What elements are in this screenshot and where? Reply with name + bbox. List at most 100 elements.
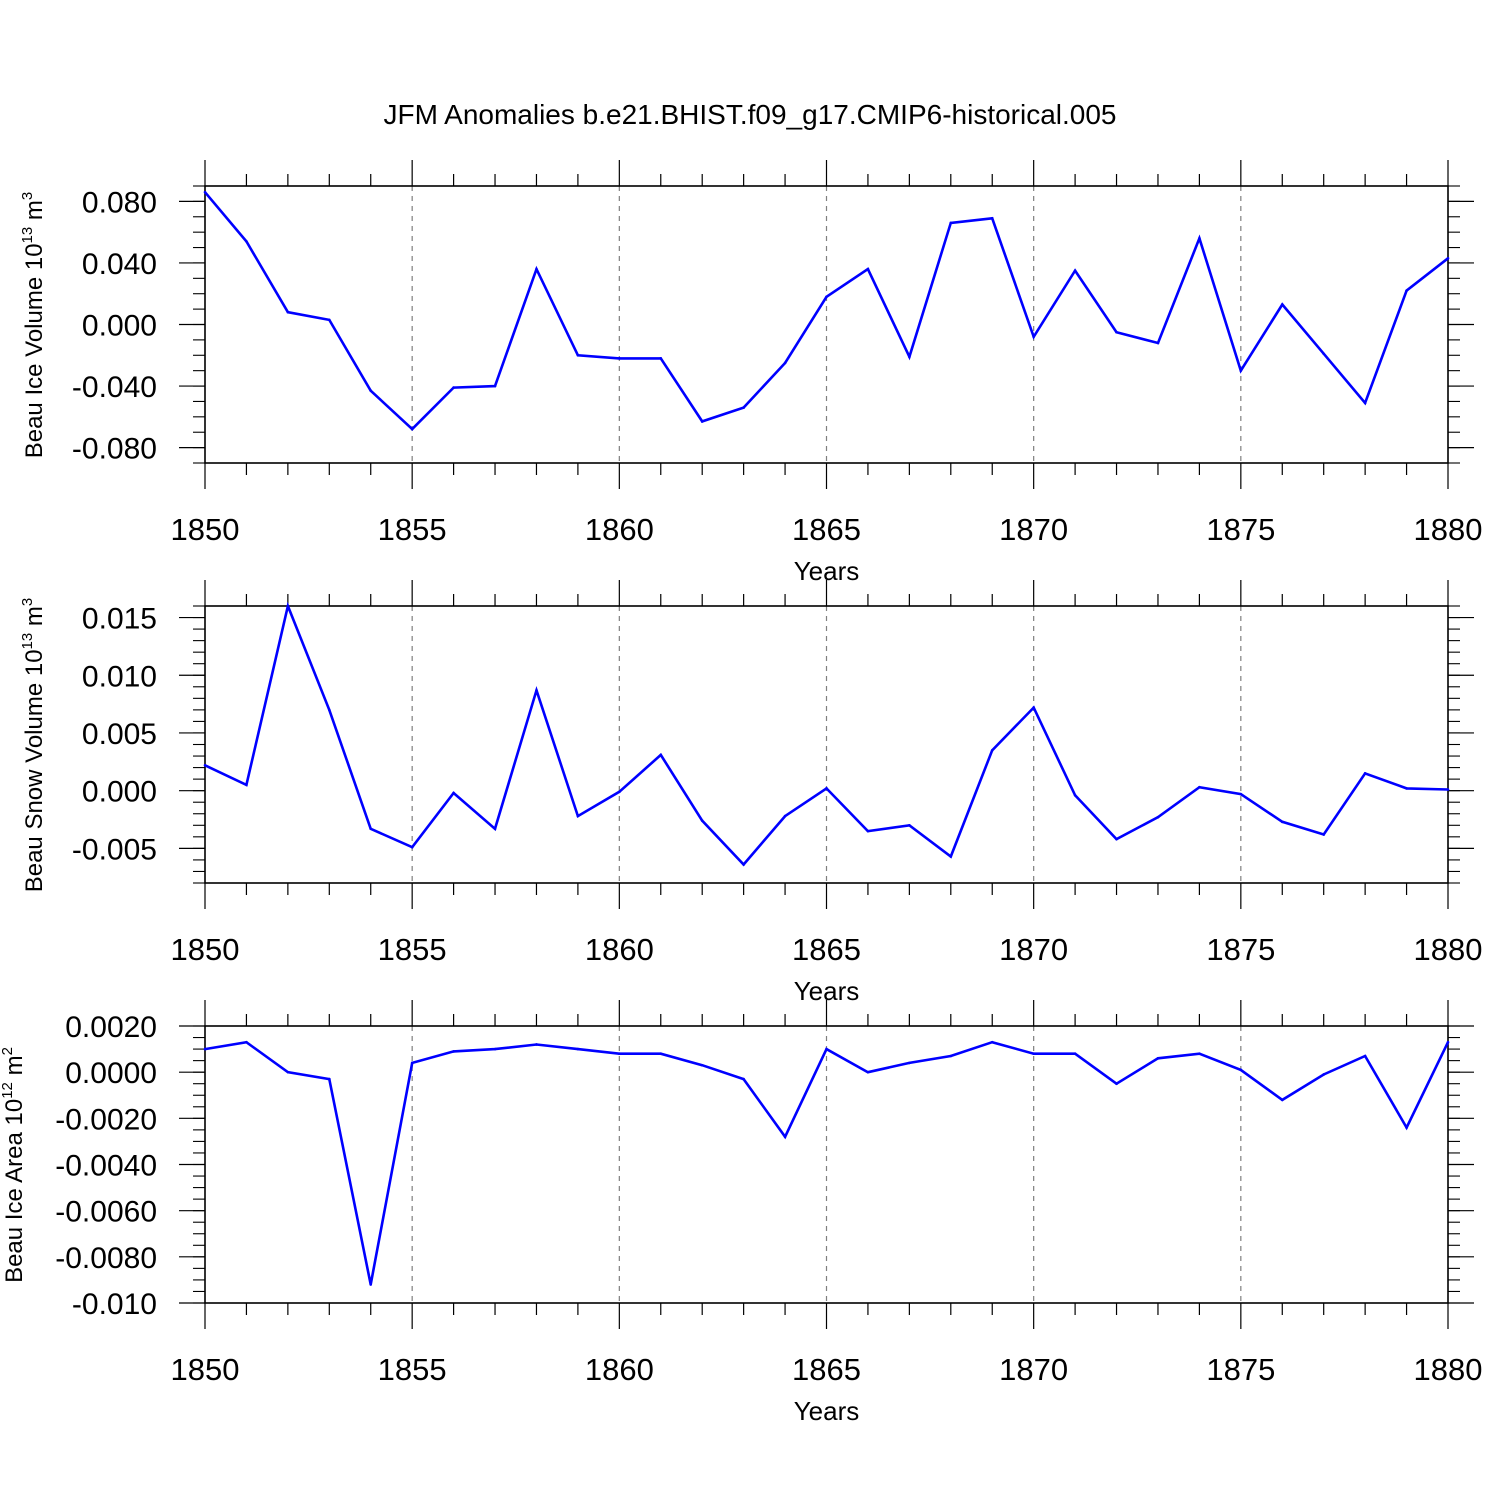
data-point [1115, 330, 1118, 334]
data-point [1032, 1052, 1035, 1055]
data-point [700, 1063, 704, 1067]
data-point [203, 1047, 207, 1051]
data-point [535, 267, 538, 271]
y-tick-label: -0.0060 [55, 1196, 157, 1229]
data-point [203, 763, 207, 767]
x-tick-label: 1875 [1206, 932, 1275, 967]
data-point [990, 748, 994, 752]
panel-3: 1850 1855 1860 1865 1870 1875 1880 Years -0.010 -… [0, 1000, 1482, 1426]
data-point [410, 1061, 414, 1065]
y-tick-label: 0.000 [82, 776, 157, 809]
x-tick-label: 1870 [999, 1352, 1068, 1387]
data-point [535, 688, 538, 692]
data-point [576, 1047, 580, 1051]
x-tick-label: 1855 [378, 1352, 447, 1387]
data-point [535, 1043, 538, 1046]
x-tick-label: 1855 [378, 512, 447, 547]
data-point [369, 389, 373, 392]
data-point [1446, 1040, 1450, 1044]
x-tick-label: 1880 [1414, 1352, 1483, 1387]
y-axis-title-unit: m [21, 606, 48, 633]
y-tick-label: 0.010 [82, 660, 157, 693]
y-axis-title-text: Beau Snow Volume 10 [21, 649, 48, 892]
data-point [328, 708, 331, 712]
data-point [1322, 833, 1325, 836]
data-point [1322, 352, 1325, 356]
data-point [493, 827, 497, 831]
data-point [493, 384, 497, 388]
data-point [1446, 788, 1450, 791]
data-point [1239, 792, 1243, 796]
data-point [866, 267, 870, 271]
y-tick-label: 0.015 [82, 603, 157, 636]
y-axis-title-exponent: 12 [0, 1082, 16, 1099]
data-point [410, 845, 414, 849]
y-tick-label: 0.0020 [65, 1011, 157, 1044]
data-point [908, 355, 911, 359]
data-point [1073, 793, 1077, 797]
data-point [742, 406, 745, 409]
data-point [369, 1283, 373, 1286]
data-point [866, 1070, 870, 1074]
data-point [1280, 820, 1284, 824]
panel-1: 1850 1855 1860 1865 1870 1875 1880Years-0.080-… [19, 160, 1482, 586]
data-point [742, 863, 745, 866]
y-axis-title-exponent: 13 [19, 633, 36, 650]
data-point [452, 386, 455, 389]
data-point [286, 310, 290, 314]
data-point [493, 1047, 497, 1051]
data-point [1280, 303, 1284, 306]
y-tick-label: 0.000 [82, 310, 157, 343]
y-tick-label: 0.080 [82, 186, 157, 219]
x-tick-label: 1860 [585, 932, 654, 967]
data-point [576, 814, 580, 818]
panel-2: 1850 1855 1860 1865 1870 1875 1880Years-0.0050… [19, 580, 1482, 1006]
data-point [1239, 1068, 1243, 1072]
data-point [659, 357, 663, 360]
x-tick-label: 1875 [1206, 512, 1275, 547]
data-point [1405, 289, 1408, 292]
y-axis-title-text: Beau Ice Area 10 [1, 1099, 28, 1283]
data-point [245, 783, 248, 787]
data-point [286, 604, 290, 608]
data-point [990, 1040, 994, 1044]
y-axis-title-unit: m [21, 200, 48, 227]
x-tick-label: 1860 [585, 1352, 654, 1387]
data-point [825, 1047, 828, 1051]
data-point [1363, 401, 1367, 405]
data-point [410, 427, 414, 431]
x-tick-label: 1870 [999, 512, 1068, 547]
data-point [1363, 772, 1367, 775]
x-tick-label: 1865 [792, 512, 861, 547]
x-tick-label: 1870 [999, 932, 1068, 967]
data-point [1073, 269, 1077, 272]
data-point [1073, 1052, 1077, 1055]
data-point [369, 827, 373, 831]
x-tick-label: 1865 [792, 932, 861, 967]
data-point [245, 240, 248, 243]
data-point [1156, 341, 1160, 345]
data-point [949, 1054, 953, 1058]
data-point [1115, 837, 1118, 841]
x-tick-label: 1850 [171, 512, 240, 547]
x-tick-label: 1875 [1206, 1352, 1275, 1387]
data-point [700, 420, 704, 423]
data-point [1198, 1052, 1201, 1055]
y-tick-label: -0.0080 [55, 1242, 157, 1275]
y-axis-title: Beau Snow Volume 1013 m3 [19, 598, 48, 893]
data-point [1198, 237, 1201, 240]
x-axis-title: Years [794, 1396, 860, 1426]
data-point [203, 190, 207, 194]
data-point [908, 1061, 911, 1065]
y-tick-label: -0.010 [72, 1288, 157, 1321]
data-point [1198, 785, 1201, 789]
y-tick-label: -0.080 [72, 433, 157, 466]
data-point [700, 819, 704, 822]
data-point [1322, 1073, 1325, 1076]
data-point [618, 790, 621, 794]
data-point [1446, 257, 1450, 260]
x-tick-label: 1880 [1414, 512, 1483, 547]
data-point [1405, 787, 1408, 790]
